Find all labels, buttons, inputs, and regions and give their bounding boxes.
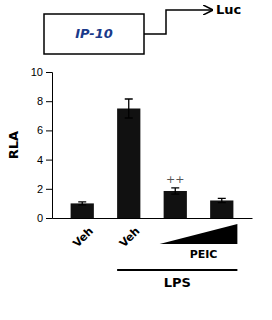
y-tick-label: 0: [37, 212, 43, 224]
y-tick: 0: [37, 212, 52, 224]
lps-label: LPS: [164, 275, 191, 290]
y-tick-label: 4: [37, 154, 43, 166]
y-tick-label: 8: [37, 95, 43, 107]
plot: 0 2 4 6 8 10: [31, 66, 253, 224]
y-tick-mark: [46, 218, 52, 219]
dose-triangle: [160, 224, 238, 244]
y-axis: 0 2 4 6 8 10: [31, 66, 53, 224]
error-bar: [218, 198, 226, 202]
y-tick: 8: [37, 95, 52, 107]
peic-label: PEIC: [190, 248, 218, 261]
y-tick-mark: [46, 72, 52, 73]
y-tick: 6: [37, 124, 52, 136]
ip10-box: [44, 14, 144, 54]
y-tick: 4: [37, 154, 52, 166]
y-tick-mark: [46, 130, 52, 131]
y-tick-mark: [46, 189, 52, 190]
chart: 0 2 4 6 8 10 RLA ++ Veh Veh PEIC LPS IP-10 Luc: [0, 0, 272, 320]
y-tick-mark: [46, 160, 52, 161]
annotation: ++: [166, 173, 184, 186]
y-tick: 2: [37, 183, 52, 195]
lps-line: [117, 269, 237, 271]
y-axis-title: RLA: [6, 131, 21, 159]
y-tick-label: 6: [37, 124, 43, 136]
bar: [71, 203, 94, 218]
veh-label: Veh: [117, 225, 143, 251]
bar: [117, 109, 140, 219]
bar: [164, 191, 187, 218]
x-axis-line: [53, 218, 253, 219]
step-arrow: [144, 10, 212, 34]
veh-label: Veh: [70, 225, 96, 251]
ip10-label: IP-10: [75, 26, 113, 41]
y-tick-label: 10: [31, 66, 43, 78]
error-bar: [171, 188, 179, 194]
y-tick-label: 2: [37, 183, 43, 195]
error-bar: [125, 99, 133, 118]
luc-label: Luc: [216, 2, 241, 17]
error-bar: [78, 202, 86, 205]
bars: [71, 99, 234, 218]
y-tick-mark: [46, 101, 52, 102]
y-tick: 10: [31, 66, 52, 78]
y-axis-line: [46, 73, 53, 219]
